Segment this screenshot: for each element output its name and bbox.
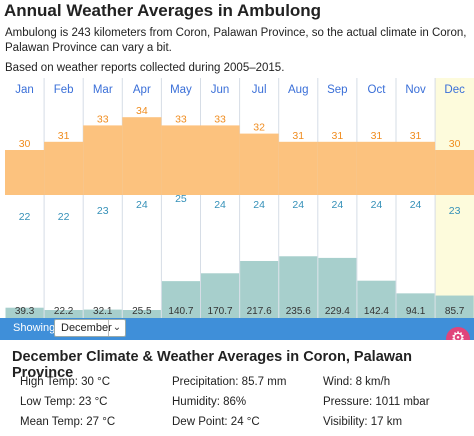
precip-label: 229.4 <box>325 306 350 317</box>
chevron-down-icon[interactable]: ⌄ <box>108 320 125 336</box>
precip-bar <box>5 307 44 318</box>
temp-band <box>161 125 201 195</box>
month-label: Nov <box>405 84 426 96</box>
month-label: Oct <box>368 84 387 96</box>
low-temp-label: 25 <box>175 193 187 205</box>
precip-label: 85.7 <box>445 306 465 317</box>
precip-bar <box>279 256 318 318</box>
precip-label: 22.2 <box>54 306 74 317</box>
month-label: Dec <box>444 84 465 96</box>
stat-high-temp: High Temp: 30 °C <box>20 376 111 388</box>
precip-bar <box>396 293 435 318</box>
precip-label: 217.6 <box>247 306 272 317</box>
precip-label: 32.1 <box>93 306 113 317</box>
stat-precipitation: Precipitation: 85.7 mm <box>172 376 287 388</box>
high-temp-label: 30 <box>449 138 461 150</box>
stat-dew-point: Dew Point: 24 °C <box>172 416 260 428</box>
precip-bar <box>122 310 161 318</box>
annual-weather-chart: Jan 30 22 39.3 Feb 31 22 22.2 Mar 33 23 32.1 Apr 34 24… <box>5 78 474 318</box>
precip-bar <box>83 309 122 318</box>
high-temp-label: 31 <box>332 130 344 142</box>
month-label: Feb <box>54 84 74 96</box>
stat-wind: Wind: 8 km/h <box>323 376 391 388</box>
month-label: Jul <box>252 84 267 96</box>
precip-label: 94.1 <box>406 306 426 317</box>
high-temp-label: 33 <box>175 113 187 125</box>
stat-visibility: Visibility: 17 km <box>323 416 403 428</box>
high-temp-label: 34 <box>136 105 148 117</box>
stat-humidity: Humidity: 86% <box>172 396 247 408</box>
temp-band <box>200 125 240 195</box>
high-temp-label: 31 <box>292 130 304 142</box>
temp-band <box>122 117 162 195</box>
precip-label: 140.7 <box>168 306 193 317</box>
precip-bar <box>240 260 279 318</box>
month-selector-bar: Showing: December ⌄ <box>0 318 474 340</box>
month-select[interactable]: December ⌄ <box>54 319 126 337</box>
high-temp-label: 31 <box>371 130 383 142</box>
low-temp-label: 24 <box>292 199 304 211</box>
selected-month-highlight <box>435 78 474 318</box>
low-temp-label: 24 <box>371 199 383 211</box>
stat-mean-temp: Mean Temp: 27 °C <box>20 416 116 428</box>
temp-band <box>396 141 436 195</box>
high-temp-label: 31 <box>410 130 422 142</box>
month-label: Aug <box>288 84 308 96</box>
temp-band <box>5 150 45 195</box>
precip-label: 39.3 <box>15 306 35 317</box>
month-details-panel: December Climate & Weather Averages in C… <box>0 340 474 436</box>
temp-band <box>239 133 279 195</box>
high-temp-label: 30 <box>19 138 31 150</box>
low-temp-label: 24 <box>410 199 422 211</box>
precip-label: 25.5 <box>132 306 152 317</box>
data-source-note: Based on weather reports collected durin… <box>5 62 285 74</box>
precip-bar <box>161 281 200 318</box>
low-temp-label: 23 <box>449 205 461 217</box>
temp-band <box>317 141 357 195</box>
precip-label: 170.7 <box>208 306 233 317</box>
high-temp-label: 31 <box>58 130 70 142</box>
location-description: Ambulong is 243 kilometers from Coron, P… <box>5 27 467 54</box>
month-label: Sep <box>327 84 347 96</box>
stat-pressure: Pressure: 1011 mbar <box>323 396 430 408</box>
month-label: May <box>170 84 192 96</box>
temp-band <box>44 141 84 195</box>
month-label: Mar <box>93 84 113 96</box>
precip-bar <box>44 310 83 318</box>
precip-label: 142.4 <box>364 306 389 317</box>
page-title: Annual Weather Averages in Ambulong <box>4 1 322 20</box>
stat-low-temp: Low Temp: 23 °C <box>20 396 108 408</box>
temp-band <box>83 125 123 195</box>
temp-band <box>435 150 474 195</box>
precip-bar <box>435 295 474 318</box>
low-temp-label: 22 <box>19 211 31 223</box>
temp-band <box>278 141 318 195</box>
details-title: December Climate & Weather Averages in C… <box>12 349 412 381</box>
low-temp-label: 24 <box>332 199 344 211</box>
high-temp-label: 32 <box>253 122 265 134</box>
month-label: Jun <box>211 84 230 96</box>
month-select-value: December <box>61 322 112 334</box>
precip-bar <box>201 273 240 318</box>
low-temp-label: 24 <box>253 199 265 211</box>
precip-bar <box>318 257 357 318</box>
low-temp-label: 24 <box>214 199 226 211</box>
precip-bar <box>357 280 396 318</box>
low-temp-label: 24 <box>136 199 148 211</box>
temp-band <box>356 141 396 195</box>
month-label: Jan <box>15 84 34 96</box>
high-temp-label: 33 <box>214 113 226 125</box>
high-temp-label: 33 <box>97 113 109 125</box>
low-temp-label: 23 <box>97 205 109 217</box>
showing-label: Showing: <box>13 322 59 334</box>
month-label: Apr <box>133 84 151 96</box>
precip-label: 235.6 <box>286 306 311 317</box>
low-temp-label: 22 <box>58 211 70 223</box>
